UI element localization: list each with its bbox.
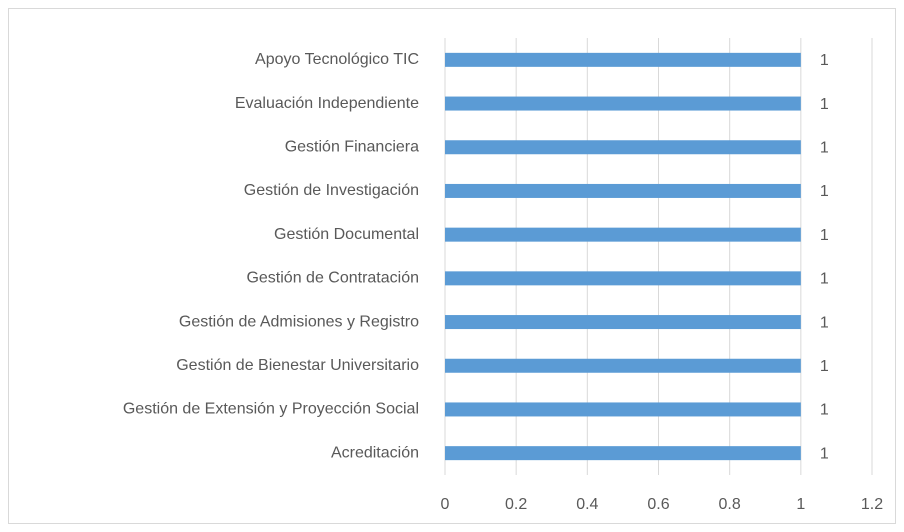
y-tick-label: Evaluación Independiente — [235, 95, 419, 112]
bar — [445, 96, 801, 111]
bar — [445, 315, 801, 330]
data-label: 1 — [820, 227, 829, 244]
bar — [445, 52, 801, 67]
bar — [445, 271, 801, 286]
y-tick-label: Gestión de Contratación — [246, 270, 419, 287]
y-tick-label: Gestión Financiera — [285, 138, 419, 155]
y-tick-label: Gestión Documental — [274, 226, 419, 243]
bar — [445, 402, 801, 417]
y-tick-label: Apoyo Tecnológico TIC — [255, 51, 419, 68]
data-label: 1 — [820, 271, 829, 288]
x-tick-label: 0.2 — [505, 496, 527, 513]
bar — [445, 358, 801, 373]
data-label: 1 — [820, 139, 829, 156]
data-label: 1 — [820, 96, 829, 113]
x-tick-label: 0 — [441, 496, 450, 513]
x-tick-label: 1.2 — [861, 496, 883, 513]
chart-border — [8, 8, 896, 524]
x-tick-label: 0.8 — [719, 496, 741, 513]
x-tick-label: 0.6 — [647, 496, 669, 513]
y-tick-label: Gestión de Investigación — [244, 182, 419, 199]
x-tick-label: 0.4 — [576, 496, 598, 513]
y-tick-label: Gestión de Bienestar Universitario — [176, 357, 419, 374]
bar — [445, 227, 801, 242]
data-label: 1 — [820, 402, 829, 419]
data-label: 1 — [820, 358, 829, 375]
data-label: 1 — [820, 445, 829, 462]
y-tick-label: Gestión de Extensión y Proyección Social — [123, 401, 419, 418]
data-label: 1 — [820, 183, 829, 200]
bar — [445, 140, 801, 155]
data-label: 1 — [820, 314, 829, 331]
y-tick-label: Acreditación — [331, 444, 419, 461]
x-tick-label: 1 — [796, 496, 805, 513]
data-label: 1 — [820, 52, 829, 69]
y-tick-label: Gestión de Admisiones y Registro — [179, 313, 419, 330]
bar — [445, 183, 801, 198]
bar — [445, 446, 801, 461]
